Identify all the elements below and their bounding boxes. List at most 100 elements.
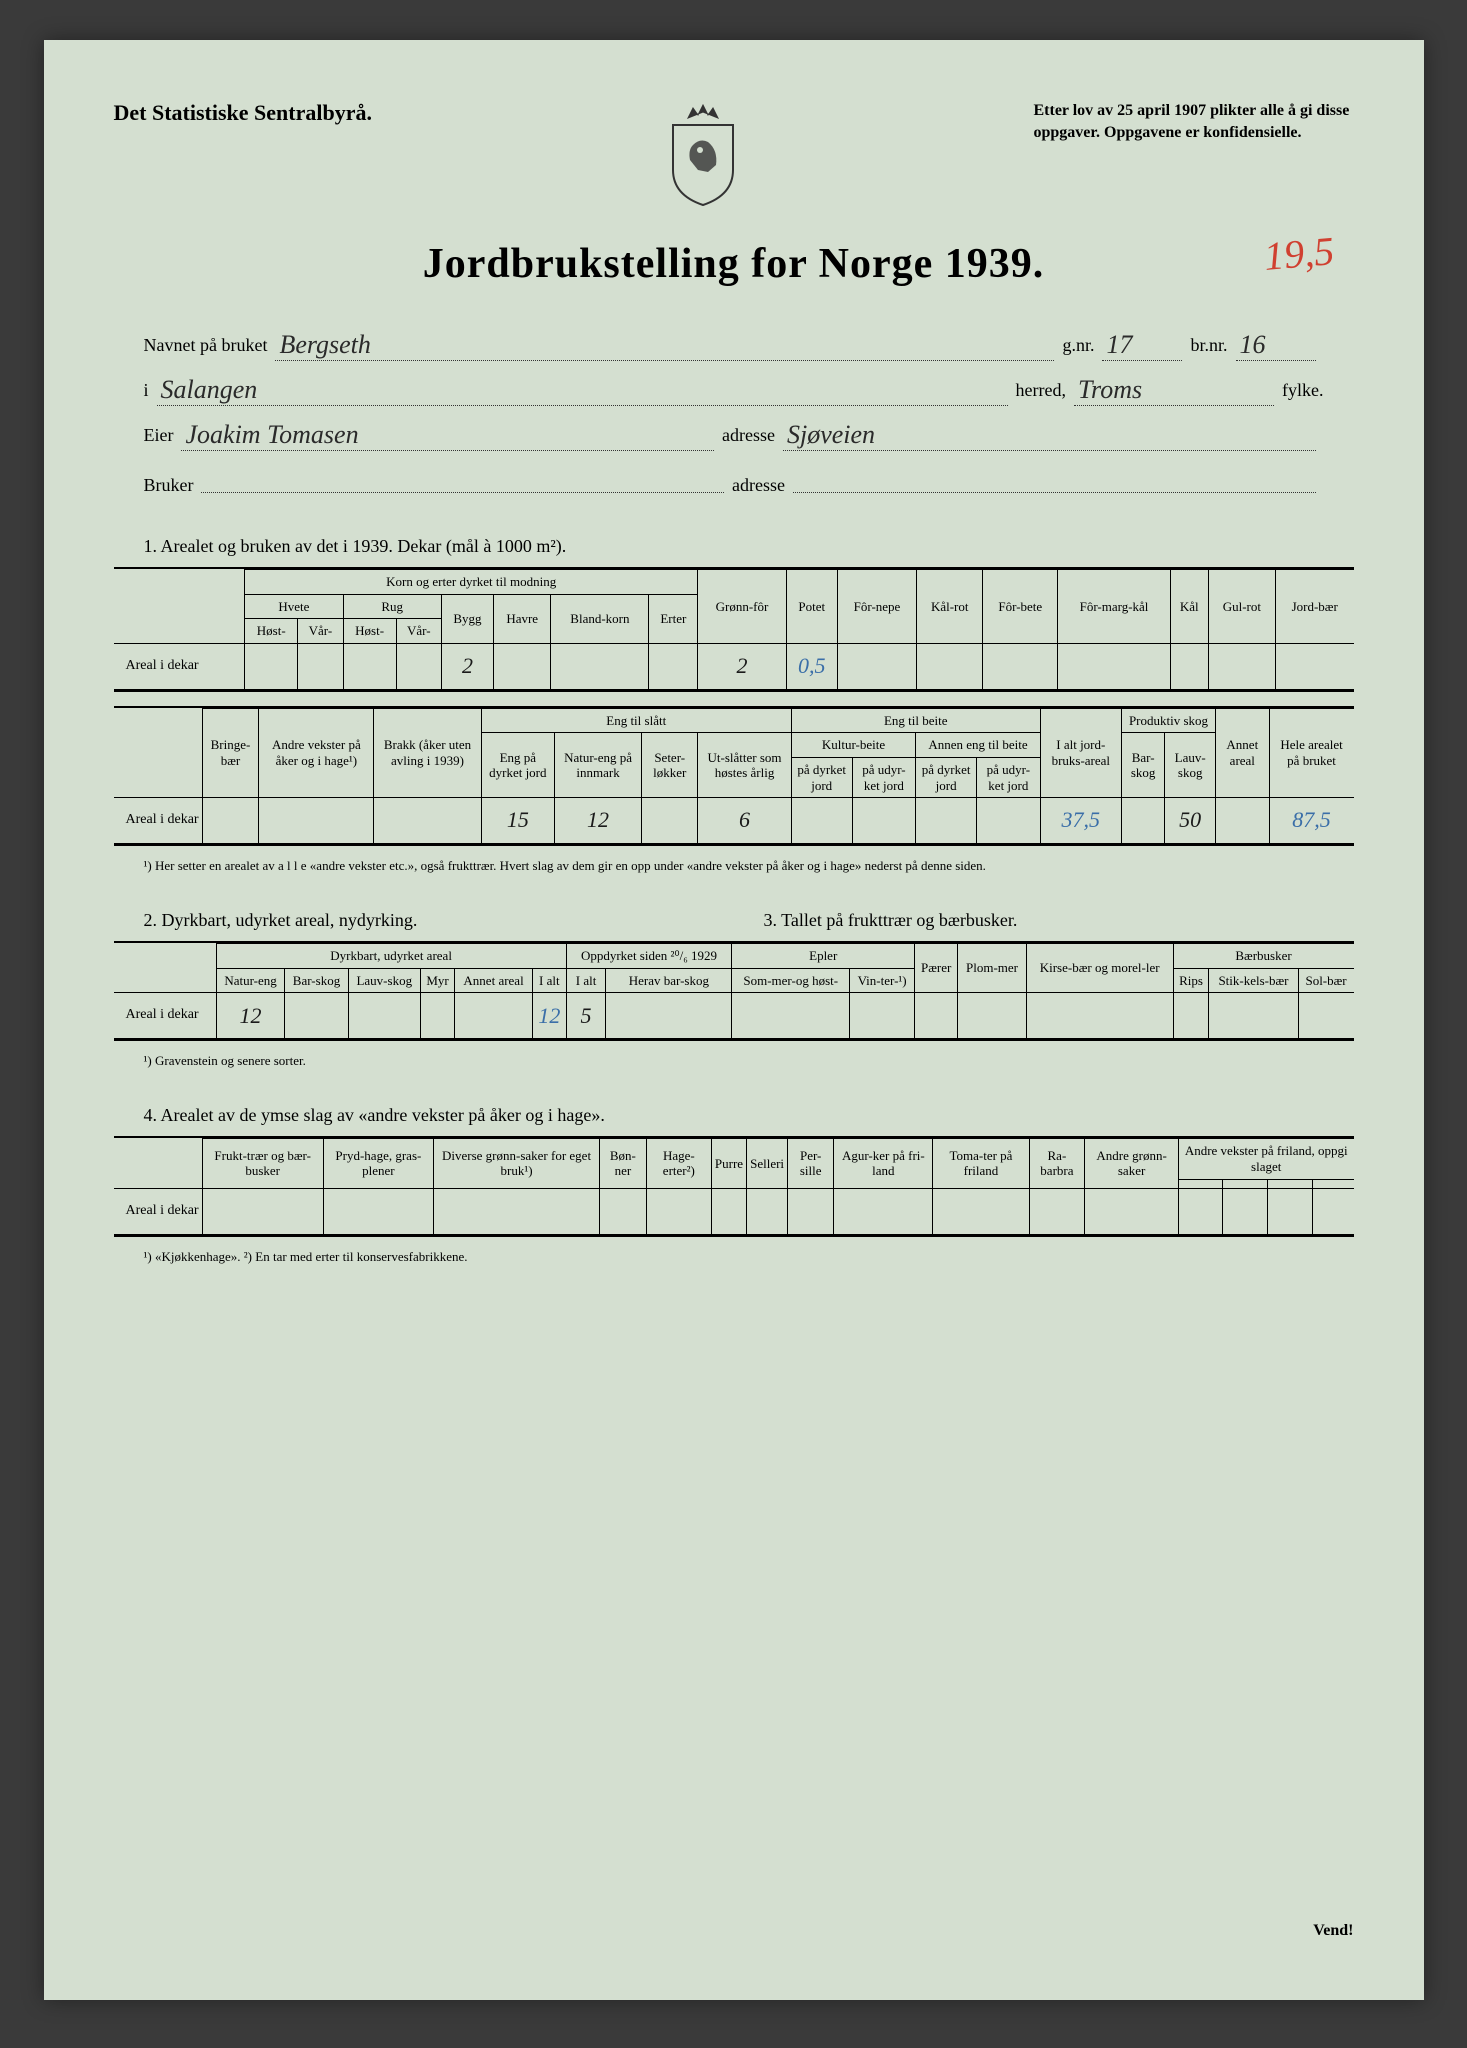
h-bringebaer: Bringe-bær — [202, 708, 259, 797]
utslatter-value: 6 — [698, 798, 792, 844]
herred-label: herred, — [1016, 380, 1066, 401]
h-sommer: Som-mer-og høst- — [732, 968, 850, 993]
bureau-name: Det Statistiske Sentralbyrå. — [114, 100, 372, 126]
legal-notice: Etter lov av 25 april 1907 plikter alle … — [1033, 100, 1353, 145]
h-lauvskog: Lauv-skog — [1165, 733, 1216, 798]
h-prydhage: Pryd-hage, gras-plener — [323, 1139, 433, 1188]
h-blandkorn: Bland-korn — [551, 594, 649, 643]
identification-block: Navnet på bruket Bergseth g.nr. 17 br.nr… — [114, 328, 1354, 496]
hele-value: 87,5 — [1269, 798, 1353, 844]
h-dyrkbart: Dyrkbart, udyrket areal — [216, 944, 566, 969]
h-annenbeite: Annen eng til beite — [916, 733, 1040, 758]
h-kal: Kål — [1170, 570, 1208, 644]
h-prodskog: Produktiv skog — [1121, 708, 1215, 733]
vend-label: Vend! — [1313, 1922, 1353, 1940]
h-herav: Herav bar-skog — [606, 968, 732, 993]
h-oppdyrket: Oppdyrket siden ²⁰/₆ 1929 — [566, 944, 732, 969]
h-eng-dyrket: Eng på dyrket jord — [481, 733, 554, 798]
row-label: Areal i dekar — [114, 643, 245, 689]
h-epler: Epler — [732, 944, 915, 969]
h-baerbusker: Bærbusker — [1173, 944, 1353, 969]
section2-title: 2. Dyrkbart, udyrket areal, nydyrking. — [114, 910, 734, 931]
fylke-label: fylke. — [1282, 380, 1323, 401]
h-lauvskog2: Lauv-skog — [348, 968, 421, 993]
h-pa-udyrket: på udyr-ket jord — [852, 757, 916, 797]
brnr-label: br.nr. — [1190, 335, 1227, 356]
bruker-adresse-value — [793, 465, 1316, 493]
census-form-page: Det Statistiske Sentralbyrå. Etter lov a… — [44, 40, 1424, 2000]
h-annet2: Annet areal — [455, 968, 533, 993]
i-label: i — [144, 380, 149, 401]
section4-footnote: ¹) «Kjøkkenhage». ²) En tar med erter ti… — [114, 1243, 1354, 1271]
h-host: Høst- — [245, 619, 298, 644]
row-label2: Areal i dekar — [114, 993, 217, 1039]
h-forbete: Fôr-bete — [983, 570, 1058, 644]
h-kalrot: Kål-rot — [917, 570, 983, 644]
h-var: Vår- — [396, 619, 441, 644]
h-kulturbeite: Kultur-beite — [791, 733, 915, 758]
h-selleri: Selleri — [747, 1139, 788, 1188]
h-engslatt: Eng til slått — [481, 708, 791, 733]
potet-value: 0,5 — [786, 643, 837, 689]
fylke-value: Troms — [1074, 375, 1274, 406]
oppdyrket-value: 5 — [566, 993, 606, 1039]
brnr-value: 16 — [1236, 330, 1316, 361]
bruker-label: Bruker — [144, 475, 194, 496]
section4-title: 4. Arealet av de ymse slag av «andre vek… — [114, 1105, 1354, 1126]
h-jordbaer: Jord-bær — [1275, 570, 1353, 644]
eier-value: Joakim Tomasen — [181, 420, 714, 451]
h-korn: Korn og erter dyrket til modning — [245, 570, 698, 595]
h-annet: Annet areal — [1216, 708, 1270, 797]
h-brakk: Brakk (åker uten avling i 1939) — [374, 708, 481, 797]
h-havre: Havre — [494, 594, 551, 643]
bruket-value: Bergseth — [275, 330, 1054, 361]
h-barskog: Bar-skog — [1121, 733, 1164, 798]
h-rug: Rug — [343, 594, 441, 619]
h-natureng: Natur-eng på innmark — [554, 733, 641, 798]
h-bygg: Bygg — [441, 594, 493, 643]
table4-vegetables: Frukt-trær og bær-busker Pryd-hage, gras… — [114, 1138, 1354, 1234]
bruket-label: Navnet på bruket — [144, 335, 268, 356]
adresse-label: adresse — [722, 425, 775, 446]
h-seter: Seter-løkker — [642, 733, 698, 798]
section3-title: 3. Tallet på frukttrær og bærbusker. — [734, 910, 1354, 931]
page-title: Jordbrukstelling for Norge 1939. — [114, 240, 1354, 288]
h-erter: Erter — [649, 594, 698, 643]
h-persille: Per-sille — [788, 1139, 834, 1188]
h-andrefriland: Andre vekster på friland, oppgi slaget — [1178, 1139, 1353, 1179]
bruker-value — [201, 465, 724, 493]
gronnfor-value: 2 — [698, 643, 786, 689]
h-frukttraer: Frukt-trær og bær-busker — [202, 1139, 323, 1188]
ialt2-value: 12 — [533, 993, 567, 1039]
h-ialt3: I alt — [566, 968, 606, 993]
h-pa-dyrket: på dyrket jord — [916, 757, 977, 797]
h-natureng2: Natur-eng — [216, 968, 285, 993]
h-rips: Rips — [1173, 968, 1209, 993]
natureng2-value: 12 — [216, 993, 285, 1039]
coat-of-arms-icon — [658, 100, 748, 210]
h-potet: Potet — [786, 570, 837, 644]
h-barskog2: Bar-skog — [285, 968, 348, 993]
natureng-value: 12 — [554, 798, 641, 844]
h-gulrot: Gul-rot — [1208, 570, 1275, 644]
h-bonner: Bøn-ner — [600, 1139, 647, 1188]
h-stikkels: Stik-kels-bær — [1209, 968, 1298, 993]
section1-footnote: ¹) Her setter en arealet av a l l e «and… — [114, 852, 1354, 880]
adresse-label2: adresse — [732, 475, 785, 496]
bygg-value: 2 — [441, 643, 493, 689]
h-andre: Andre vekster på åker og i hage¹) — [259, 708, 374, 797]
h-gronnfor: Grønn-fôr — [698, 570, 786, 644]
h-purre: Purre — [711, 1139, 746, 1188]
eier-adresse-value: Sjøveien — [783, 420, 1316, 451]
gnr-label: g.nr. — [1062, 335, 1094, 356]
header: Det Statistiske Sentralbyrå. Etter lov a… — [114, 100, 1354, 210]
h-myr: Myr — [421, 968, 455, 993]
h-kirsebaer: Kirse-bær og morel-ler — [1026, 944, 1173, 993]
h-fornepe: Fôr-nepe — [837, 570, 916, 644]
table3-dyrkbart-fruit: Dyrkbart, udyrket areal Oppdyrket siden … — [114, 943, 1354, 1039]
h-engbeite: Eng til beite — [791, 708, 1040, 733]
h-rabarbra: Ra-barbra — [1029, 1139, 1085, 1188]
eier-label: Eier — [144, 425, 174, 446]
h-host: Høst- — [343, 619, 396, 644]
h-plommer: Plom-mer — [958, 944, 1026, 993]
